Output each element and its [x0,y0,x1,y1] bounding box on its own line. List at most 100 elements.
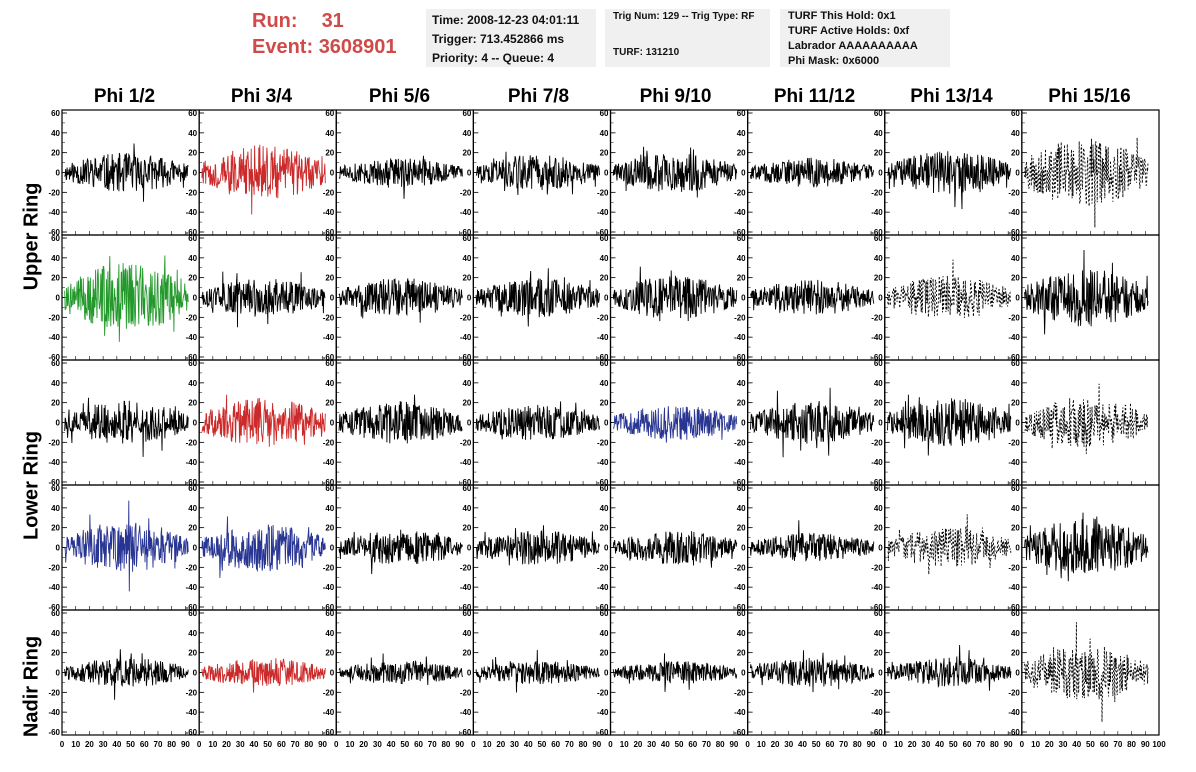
y-tick-label: -20 [48,688,60,697]
y-tick-label: 60 [188,234,197,243]
y-tick-label: 60 [600,359,609,368]
y-tick-label: 0 [741,669,746,678]
x-tick-label: 90 [867,740,876,749]
panel-frame [335,484,474,611]
labrador-text: Labrador AAAAAAAAAA [788,40,918,52]
y-tick-label: 40 [462,129,471,138]
y-tick-label: -40 [1008,208,1020,217]
y-tick-label: 60 [1011,359,1020,368]
y-tick-label: 40 [874,629,883,638]
y-tick-label: 0 [56,294,61,303]
waveform-trace [612,653,738,692]
y-tick-label: 40 [51,504,60,513]
y-tick-label: -60 [871,603,883,612]
y-tick-label: 60 [188,109,197,118]
column-header-phi-9-10: Phi 9/10 [639,86,712,107]
y-tick-label: -20 [1008,688,1020,697]
y-tick-label: 60 [874,234,883,243]
y-tick-label: 20 [874,399,883,408]
x-tick-label: 10 [757,740,766,749]
y-tick-label: 60 [325,359,334,368]
y-tick-label: 40 [188,254,197,263]
time-text: Time: 2008-12-23 04:01:11 [432,13,580,27]
x-tick-label: 30 [373,740,382,749]
x-tick-label: 0 [1020,740,1025,749]
y-tick-label: 0 [193,544,198,553]
x-tick-label: 40 [387,740,396,749]
y-tick-label: 20 [188,649,197,658]
turf-active-text: TURF Active Holds: 0xf [788,25,910,37]
y-tick-label: 60 [737,359,746,368]
y-tick-label: -20 [597,688,609,697]
y-tick-label: -60 [1008,478,1020,487]
y-tick-label: -60 [597,228,609,237]
y-tick-label: 20 [188,149,197,158]
y-tick-label: 20 [600,524,609,533]
y-tick-label: -20 [597,188,609,197]
x-tick-label: 30 [647,740,656,749]
x-tick-label: 10 [71,740,80,749]
waveform-trace [338,529,463,575]
x-tick-label: 30 [236,740,245,749]
y-tick-label: 20 [737,274,746,283]
y-tick-label: -40 [871,458,883,467]
waveform-trace [1024,622,1149,723]
y-tick-label: 0 [1015,544,1020,553]
y-tick-label: 40 [1011,129,1020,138]
y-tick-label: 0 [330,419,335,428]
x-tick-label: 50 [126,740,135,749]
x-tick-label: 0 [608,740,613,749]
x-tick-label: 40 [250,740,259,749]
y-tick-label: -20 [1008,188,1020,197]
waveform-trace [1024,383,1149,454]
y-tick-label: 60 [600,109,609,118]
y-tick-label: 0 [1015,669,1020,678]
y-tick-label: -40 [734,583,746,592]
y-tick-label: -20 [48,438,60,447]
y-tick-label: 60 [737,609,746,618]
x-tick-label: 10 [208,740,217,749]
y-tick-label: -20 [323,563,335,572]
y-tick-label: -20 [186,688,198,697]
waveform-trace [1024,137,1149,228]
y-tick-label: 40 [188,129,197,138]
y-tick-label: -60 [1008,353,1020,362]
y-tick-label: 60 [874,109,883,118]
waveform-trace [201,516,326,578]
waveform-trace [612,146,738,198]
y-tick-label: -20 [186,563,198,572]
column-header-phi-11-12: Phi 11/12 [773,86,856,107]
x-tick-label: 60 [688,740,697,749]
y-tick-label: 40 [600,379,609,388]
y-tick-label: 20 [874,274,883,283]
y-tick-label: 20 [737,524,746,533]
waveform-trace [887,259,1011,318]
y-tick-label: -20 [597,313,609,322]
y-tick-label: -60 [871,728,883,737]
waveform-trace [64,143,189,202]
y-tick-label: 60 [1011,609,1020,618]
waveform-trace [1024,249,1149,335]
y-tick-label: -60 [597,353,609,362]
y-tick-label: -40 [186,583,198,592]
waveform-trace [749,387,875,458]
y-tick-label: 60 [188,609,197,618]
y-tick-label: -60 [323,603,335,612]
x-tick-label: 20 [496,740,505,749]
y-tick-label: -40 [597,458,609,467]
y-tick-label: -40 [871,333,883,342]
x-tick-label: 50 [263,740,272,749]
y-tick-label: 60 [600,484,609,493]
y-tick-label: -20 [871,563,883,572]
y-tick-label: 40 [737,129,746,138]
y-tick-label: 60 [874,484,883,493]
y-tick-label: -40 [48,208,60,217]
y-tick-label: -40 [597,333,609,342]
y-tick-label: 60 [325,109,334,118]
y-tick-label: 20 [51,149,60,158]
y-tick-label: 20 [600,649,609,658]
x-tick-label: 50 [949,740,958,749]
y-tick-label: 60 [1011,234,1020,243]
y-tick-label: 20 [600,274,609,283]
x-tick-label: 20 [771,740,780,749]
